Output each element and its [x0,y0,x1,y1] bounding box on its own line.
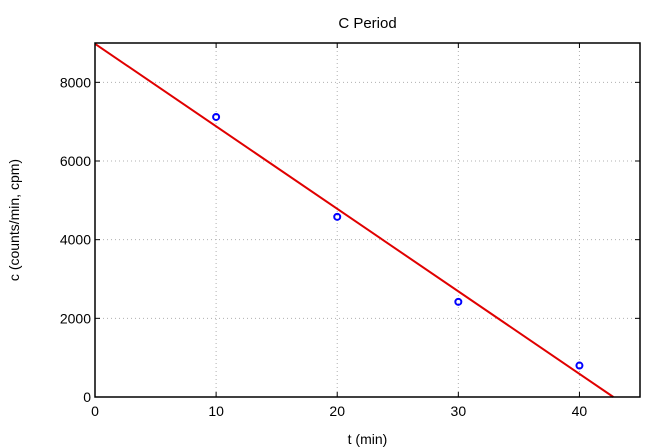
ticks: 0 10 20 30 40 0 2000 4000 6000 8000 [60,43,640,419]
chart-title: C Period [338,15,396,32]
data-point [454,297,463,306]
y-axis-label: c (counts/min, cpm) [6,159,22,281]
grid [95,43,640,397]
data-point [575,361,584,370]
data-point [333,212,342,221]
y-tick-label: 0 [83,389,91,405]
y-tick-label: 8000 [60,74,91,90]
series-layer [94,42,614,398]
x-tick-label: 40 [572,403,588,419]
x-tick-label: 0 [91,403,99,419]
fit-line [94,42,614,398]
y-tick-label: 6000 [60,153,91,169]
x-tick-label: 10 [208,403,224,419]
x-tick-label: 20 [329,403,345,419]
axes-box [94,42,641,398]
y-tick-label: 2000 [60,310,91,326]
x-axis-label: t (min) [348,431,388,447]
y-tick-label: 4000 [60,232,91,248]
x-tick-label: 30 [451,403,467,419]
data-point [212,112,221,121]
